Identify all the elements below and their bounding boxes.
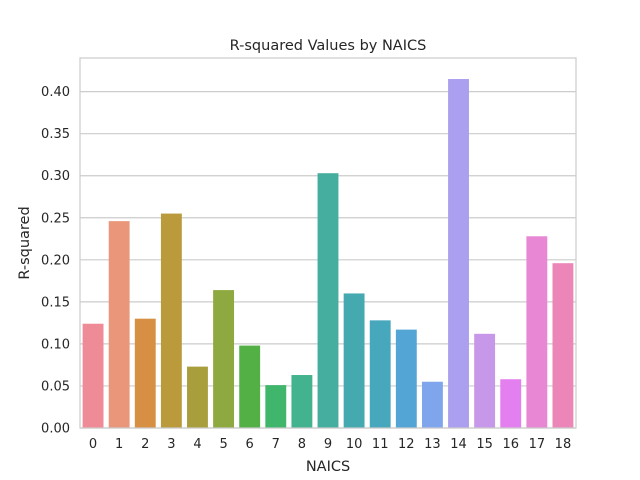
- bar-naics-0: [82, 323, 104, 428]
- bar-naics-4: [187, 366, 208, 428]
- x-tick-label: 16: [502, 437, 519, 452]
- bar-naics-3: [160, 213, 182, 428]
- y-tick-label: 0.20: [41, 253, 70, 268]
- bar-naics-1: [108, 221, 130, 428]
- y-tick-label: 0.10: [41, 337, 70, 352]
- y-tick-labels: 0.00 0.05 0.10 0.15 0.20 0.25 0.30 0.35 0.40: [41, 85, 70, 436]
- x-axis-title: NAICS: [306, 459, 350, 475]
- bar-naics-18: [552, 263, 574, 428]
- bar-naics-2: [134, 318, 156, 428]
- x-tick-label: 15: [476, 437, 493, 452]
- bars: [82, 79, 574, 428]
- bar-naics-14: [448, 79, 469, 428]
- bar-naics-6: [239, 345, 261, 428]
- x-tick-label: 13: [424, 437, 441, 452]
- x-tick-label: 6: [246, 437, 254, 452]
- x-tick-label: 8: [298, 437, 306, 452]
- x-tick-label: 1: [115, 437, 123, 452]
- y-tick-label: 0.30: [41, 169, 70, 184]
- bar-naics-9: [317, 173, 339, 428]
- plot-frame: [79, 57, 577, 429]
- y-tick-label: 0.15: [41, 295, 70, 310]
- x-tick-label: 0: [89, 437, 97, 452]
- x-tick-label: 12: [398, 437, 415, 452]
- x-tick-labels: 0 1 2 3 4 5 6 7 8 9 10 11 12 13 14 15 16 17 18: [89, 437, 571, 452]
- x-tick-label: 3: [167, 437, 175, 452]
- bar-naics-15: [474, 333, 496, 428]
- bar-naics-7: [265, 385, 287, 428]
- x-tick-label: 5: [219, 437, 227, 452]
- x-tick-label: 10: [346, 437, 363, 452]
- y-tick-label: 0.40: [41, 85, 70, 100]
- y-tick-label: 0.25: [41, 211, 70, 226]
- bar-naics-10: [343, 293, 365, 428]
- bar-naics-5: [213, 290, 235, 428]
- y-tick-label: 0.35: [41, 127, 70, 142]
- x-tick-label: 18: [555, 437, 572, 452]
- x-tick-label: 17: [529, 437, 546, 452]
- x-tick-label: 7: [272, 437, 280, 452]
- x-tick-label: 4: [193, 437, 201, 452]
- bar-naics-17: [526, 236, 548, 428]
- x-tick-label: 2: [141, 437, 149, 452]
- bar-naics-16: [500, 379, 522, 428]
- bar-naics-13: [421, 381, 443, 428]
- bar-naics-8: [291, 375, 313, 428]
- y-axis-title: R-squared: [17, 206, 33, 279]
- x-tick-label: 9: [324, 437, 332, 452]
- x-tick-label: 14: [450, 437, 467, 452]
- y-tick-label: 0.00: [41, 422, 70, 437]
- bar-naics-11: [369, 320, 391, 428]
- chart-title: R-squared Values by NAICS: [230, 38, 427, 54]
- x-tick-label: 11: [372, 437, 389, 452]
- y-tick-label: 0.05: [41, 379, 70, 394]
- bar-naics-12: [395, 329, 417, 428]
